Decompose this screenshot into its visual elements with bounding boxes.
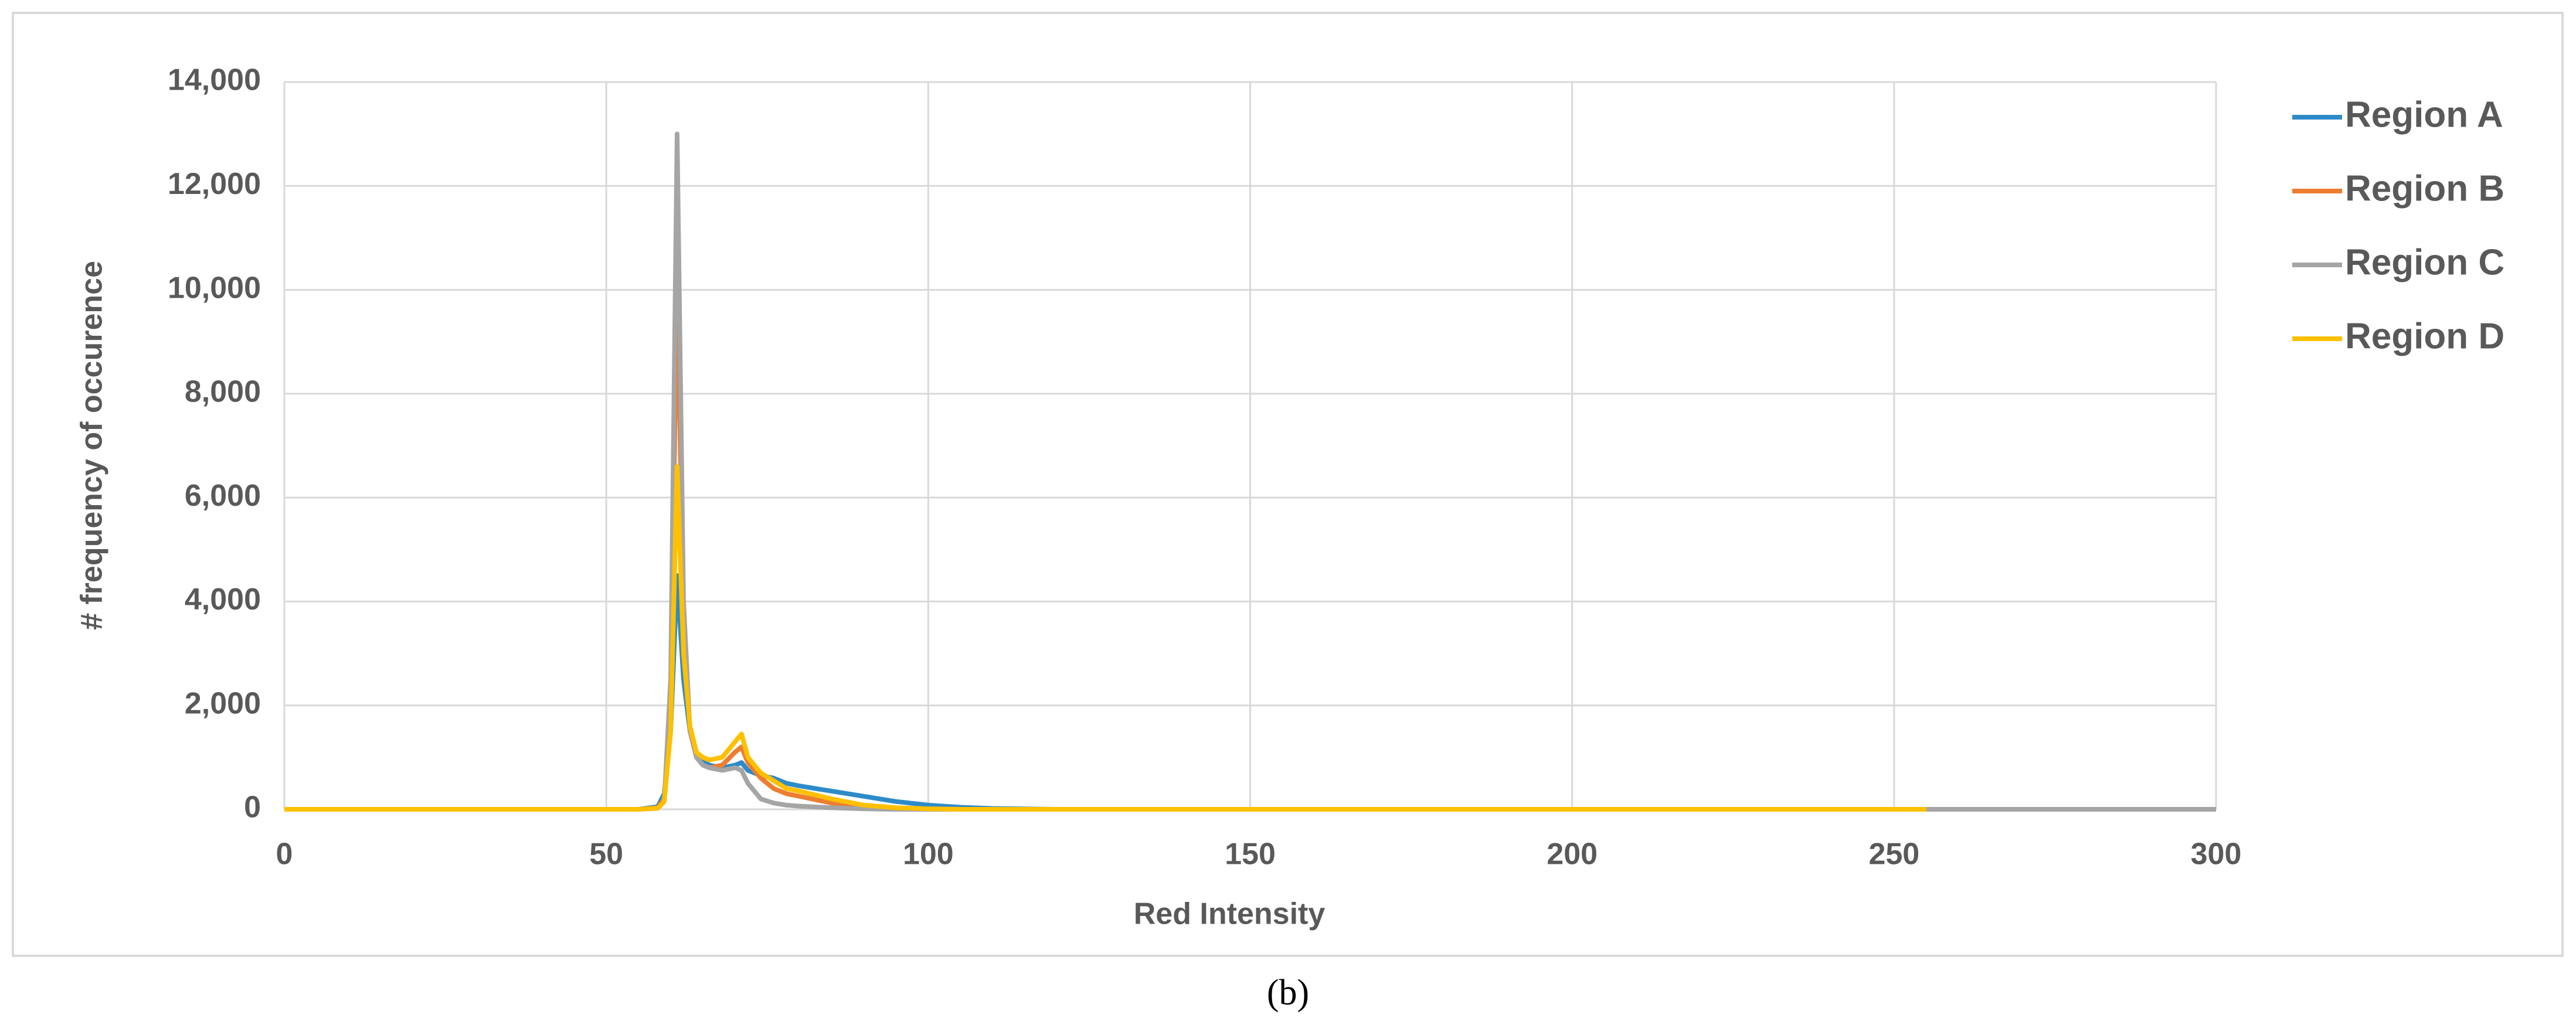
x-tick-label: 250 <box>1868 837 1919 871</box>
x-axis-title: Red Intensity <box>1134 897 1326 931</box>
y-tick-label: 2,000 <box>185 686 261 720</box>
x-tick-label: 150 <box>1225 837 1276 871</box>
y-tick-label: 0 <box>244 791 261 825</box>
y-tick-label: 10,000 <box>168 271 261 305</box>
legend-label: Region B <box>2345 168 2504 209</box>
y-tick-label: 14,000 <box>168 63 261 97</box>
x-tick-label: 100 <box>903 837 954 871</box>
y-axis-title: # frequency of occurence <box>75 261 109 630</box>
y-tick-label: 12,000 <box>168 167 261 201</box>
legend-label: Region A <box>2345 94 2503 135</box>
legend-label: Region C <box>2345 242 2504 282</box>
x-tick-label: 200 <box>1547 837 1598 871</box>
y-tick-label: 4,000 <box>185 583 261 617</box>
legend-label: Region D <box>2345 316 2504 356</box>
y-tick-label: 6,000 <box>185 479 261 513</box>
x-tick-label: 50 <box>589 837 623 871</box>
x-tick-label: 0 <box>276 837 293 871</box>
chart-border <box>12 12 2564 957</box>
caption: (b) <box>1267 973 1309 1013</box>
y-tick-label: 8,000 <box>185 375 261 409</box>
series-line <box>284 464 1926 812</box>
x-tick-label: 300 <box>2191 837 2242 871</box>
